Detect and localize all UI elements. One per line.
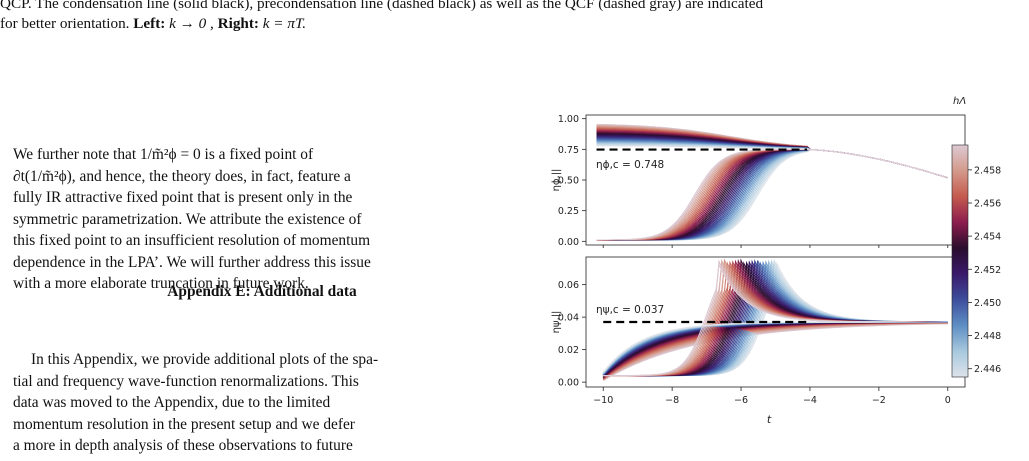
bottom-y-ticks: 0.00 0.02 0.04 0.06: [558, 280, 586, 389]
bottom-x-tick-label: −10: [593, 395, 613, 406]
para1-line: We further note that 1/m̃²ϕ = 0 is a fix…: [13, 146, 314, 163]
bottom-ylabel: ηψ,||: [551, 311, 562, 334]
colorbar-tick-label: 2.458: [974, 165, 1001, 176]
para1-line: with a more elaborate truncation in futu…: [13, 275, 309, 292]
section-heading: Appendix E: Additional data: [167, 283, 357, 300]
bottom-y-tick-label: 0.06: [558, 280, 579, 291]
para1-line: fully IR attractive fixed point that is …: [13, 189, 353, 206]
figure-plots: 0.000.250.500.751.00 ηϕ,c = 0.748 ηϕ,|| …: [551, 96, 1001, 426]
bottom-x-tick-label: 0: [945, 395, 951, 406]
top-curves: [596, 123, 948, 241]
top-y-tick-label: 1.00: [558, 114, 579, 125]
bottom-annotation: ηψ,c = 0.037: [596, 304, 664, 316]
top-y-ticks: 0.00 0.25 0.50 0.75 1.00: [558, 114, 586, 248]
top-y-tick-label: 0.25: [558, 206, 579, 217]
top-annotation: ηϕ,c = 0.748: [596, 159, 664, 171]
top-plot: 0.00 0.25 0.50 0.75 1.00 ηϕ,c = 0.748 ηϕ,||: [551, 114, 966, 248]
colorbar-bar: [951, 144, 969, 378]
bottom-x-tick-label: −6: [734, 395, 748, 406]
colorbar-tick-label: 2.448: [974, 331, 1001, 342]
bottom-y-tick-label: 0.02: [558, 345, 579, 356]
para2-line: momentum resolution in the present setup…: [13, 415, 355, 433]
paragraph-fixed-point: We further note that 1/m̃²ϕ = 0 is a fix…: [13, 144, 511, 295]
top-ylabel: ηϕ,||: [551, 169, 562, 192]
para1-line: dependence in the LPA’. We will further …: [13, 253, 371, 271]
bottom-xlabel: t: [767, 413, 772, 426]
colorbar-ticks: 2.458 2.456 2.454 2.452 2.450 2.448 2.446: [968, 165, 1001, 375]
colorbar-tick-label: 2.454: [974, 232, 1001, 243]
para1-line: ∂t(1/m̃²ϕ), and hence, the theory does, …: [13, 167, 351, 185]
bottom-curves: [602, 258, 948, 381]
top-y-tick-label: 0.75: [558, 145, 579, 156]
para2-line: data was moved to the Appendix, due to t…: [13, 394, 331, 411]
caption-right-label: Right:: [217, 15, 259, 32]
colorbar-label: hΛ: [953, 96, 966, 107]
caption-left-expr: k → 0 ,: [165, 15, 218, 32]
bottom-series-line: [603, 263, 948, 377]
para1-line: this fixed point to an insufficient reso…: [13, 232, 371, 249]
caption-line-2: for better orientation. Left: k → 0 , Ri…: [0, 15, 307, 32]
bottom-x-tick-label: −8: [665, 395, 679, 406]
bottom-x-ticks: −10 −8 −6 −4 −2 0: [593, 245, 951, 406]
top-y-tick-label: 0.00: [558, 237, 579, 248]
bottom-x-tick-label: −2: [872, 395, 886, 406]
caption-left-label: Left:: [133, 15, 166, 32]
top-y-tick-label: 0.50: [558, 176, 579, 187]
bottom-plot: 0.00 0.02 0.04 0.06 −10 −8 −6 −4 −2 0 ηψ,c = 0.0…: [551, 245, 966, 426]
colorbar-tick-label: 2.446: [974, 364, 1001, 375]
colorbar-tick-label: 2.450: [974, 298, 1001, 309]
colorbar: hΛ 2.458 2.456 2.454 2.452 2.450 2.448 2.446: [951, 96, 1001, 378]
figure-caption: QCP. The condensation line (solid black)…: [0, 0, 1029, 34]
para2-line: In this Appendix, we provide additional …: [31, 351, 379, 368]
para2-line: tial and frequency wave-function renorma…: [13, 372, 359, 390]
bottom-y-tick-label: 0.04: [558, 313, 579, 324]
colorbar-tick-label: 2.452: [974, 265, 1001, 276]
caption-line-1: QCP. The condensation line (solid black)…: [0, 0, 764, 12]
bottom-x-tick-label: −4: [803, 395, 817, 406]
caption-right-expr: k = πT.: [258, 15, 307, 32]
bottom-y-tick-label: 0.00: [558, 378, 579, 389]
colorbar-tick-label: 2.456: [974, 199, 1001, 210]
para2-line: a more in depth analysis of these observ…: [13, 437, 353, 454]
para1-line: symmetric parametrization. We attribute …: [13, 210, 362, 228]
paragraph-appendix: In this Appendix, we provide additional …: [13, 349, 511, 457]
